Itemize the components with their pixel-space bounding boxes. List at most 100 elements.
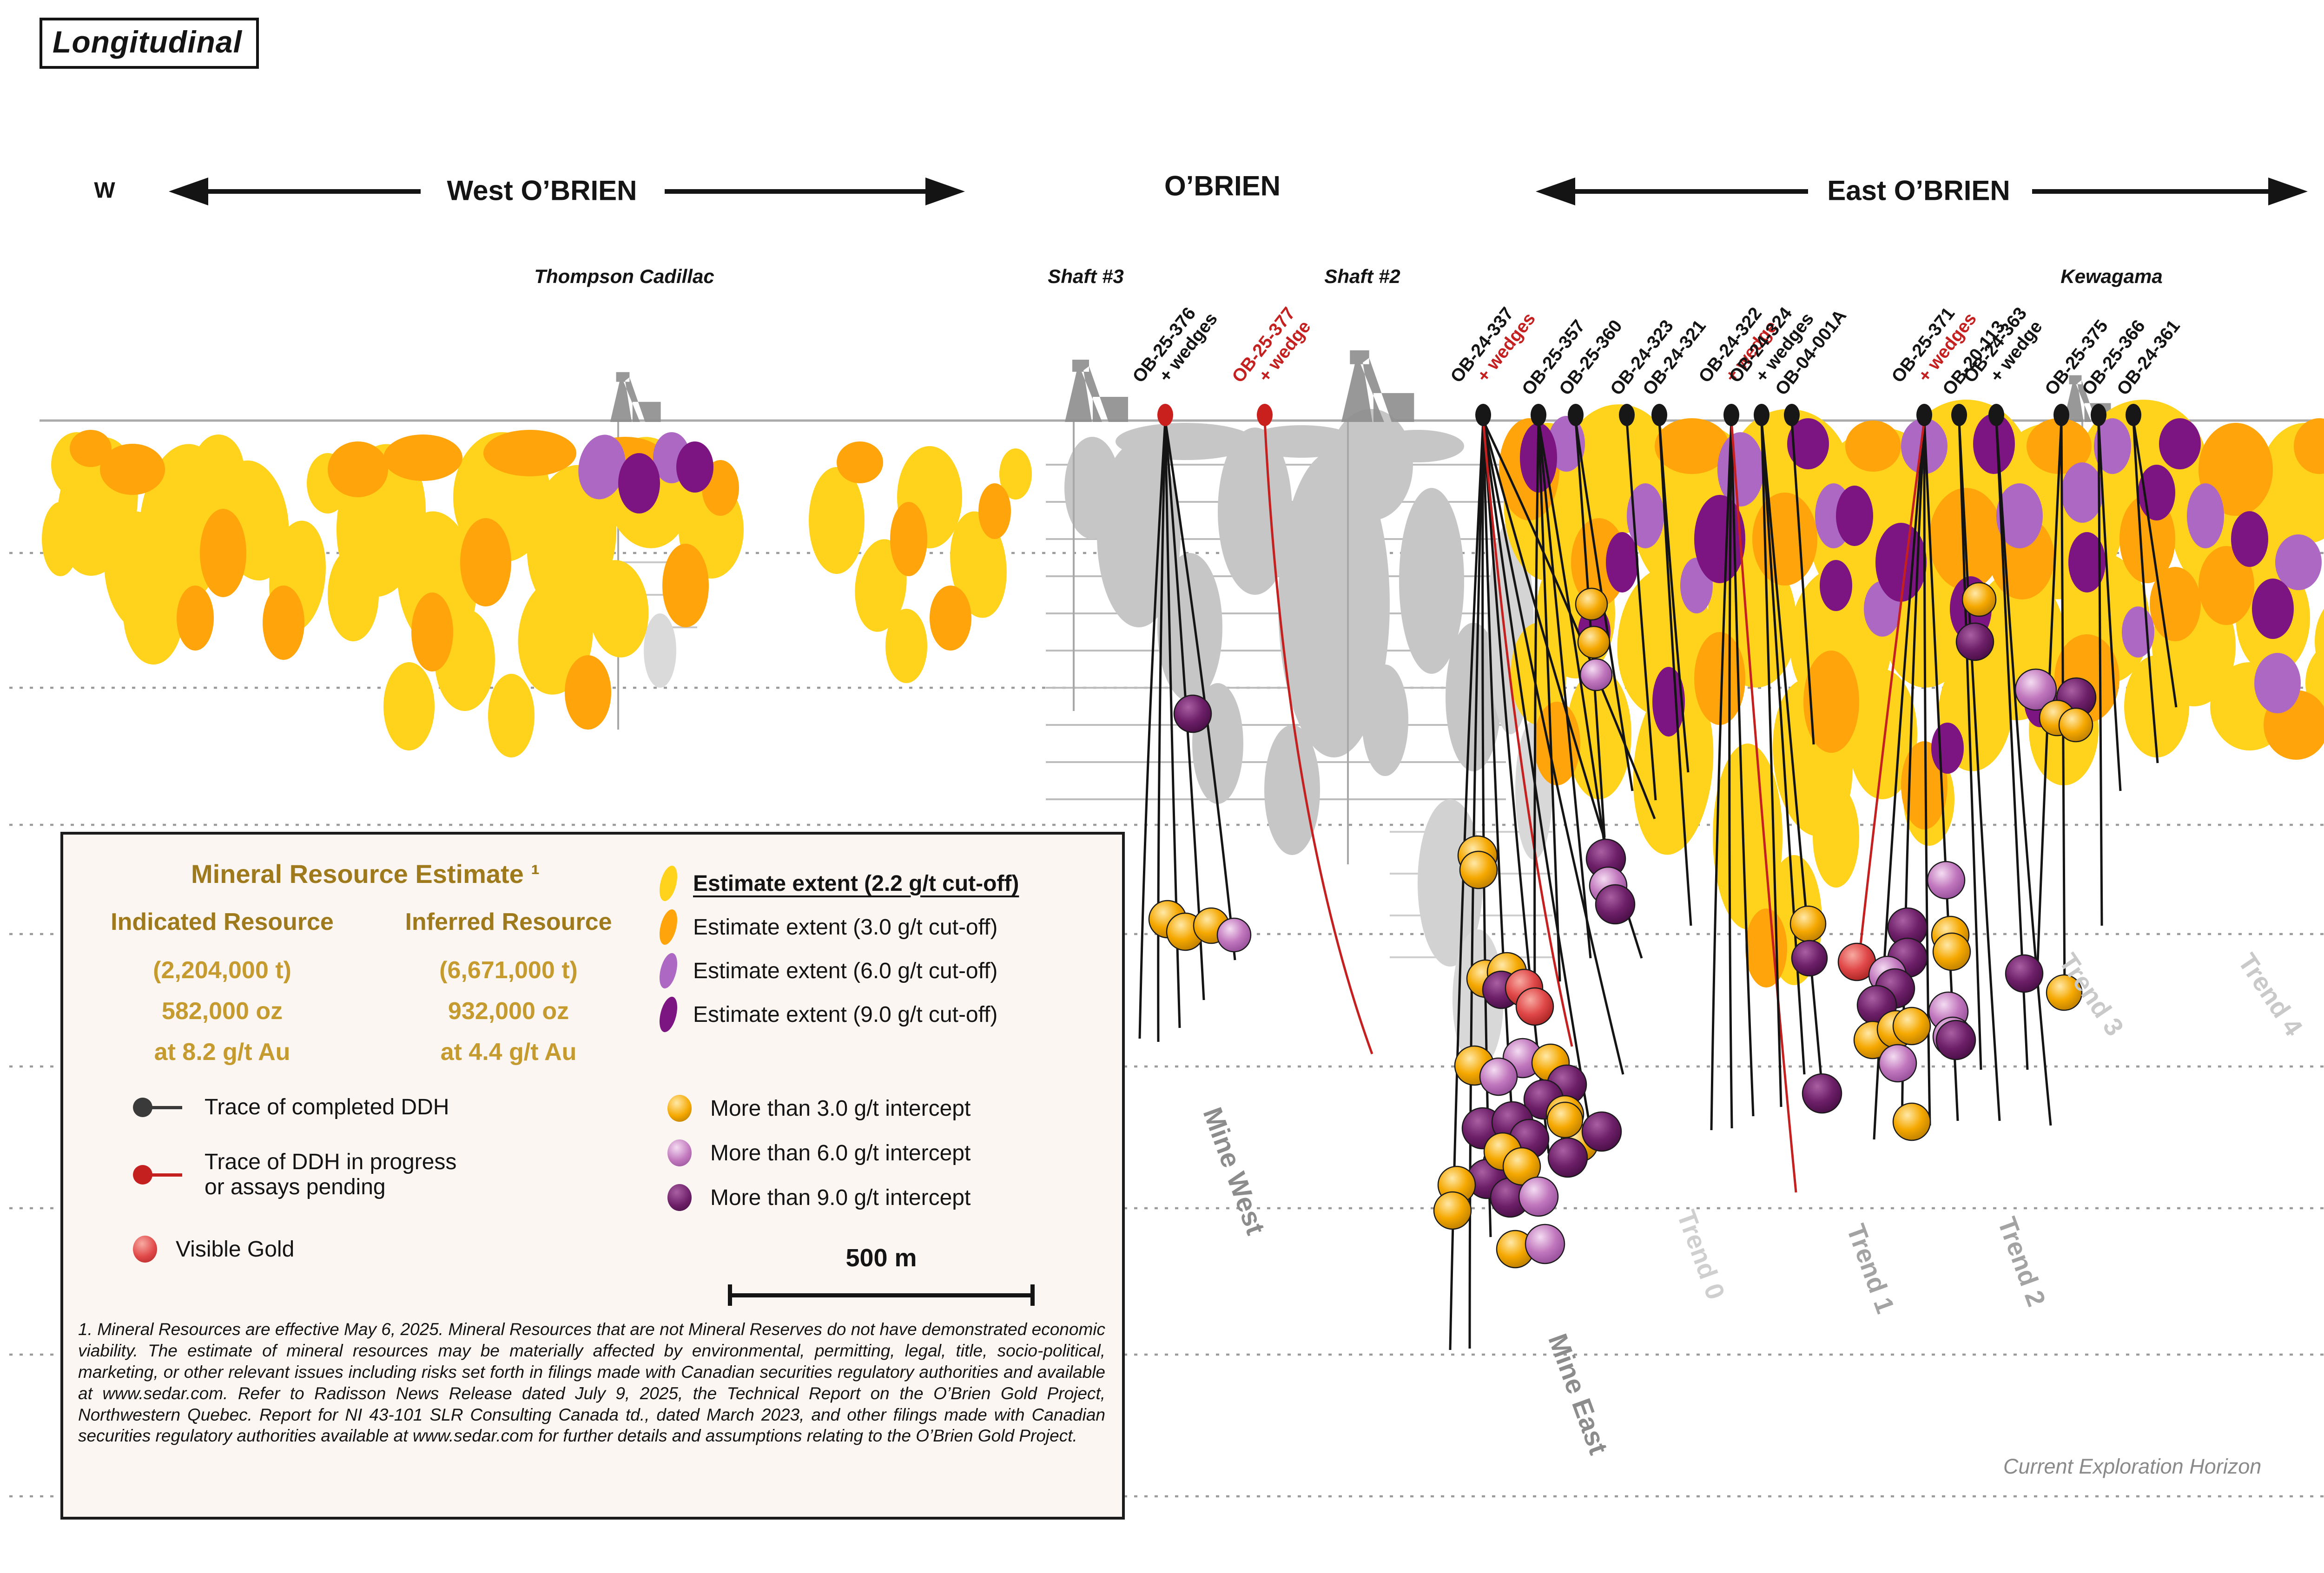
extent-label: Estimate extent (9.0 g/t cut-off) bbox=[693, 1002, 998, 1027]
intercept-ball-gold bbox=[1502, 1147, 1541, 1186]
intercept-ball-gold bbox=[1961, 582, 1997, 617]
drill-collar-dot bbox=[1916, 404, 1932, 426]
drill-trace-in-progress bbox=[1857, 420, 1926, 966]
mine-workings-blob bbox=[1362, 665, 1408, 776]
intercept-row-2: More than 9.0 g/t intercept bbox=[667, 1184, 971, 1211]
drill-collar-dot bbox=[1619, 404, 1635, 426]
location-label-2: Shaft #2 bbox=[1324, 265, 1400, 287]
drill-trace bbox=[1790, 420, 1815, 745]
mine-workings-blob bbox=[1371, 430, 1464, 462]
estimate-blob-light_purple bbox=[1717, 432, 1764, 507]
drill-trace bbox=[1533, 420, 1540, 1005]
intercept-label: More than 9.0 g/t intercept bbox=[710, 1185, 971, 1210]
figure-title-box: Longitudinal bbox=[40, 18, 259, 69]
estimate-blob-orange bbox=[1845, 421, 1901, 472]
drill-trace bbox=[1760, 420, 1824, 1098]
drill-collar-dot bbox=[1257, 404, 1273, 426]
extent-row-1: Estimate extent (3.0 g/t cut-off) bbox=[656, 905, 1019, 949]
drill-trace bbox=[2132, 420, 2178, 708]
estimate-blob-yellow bbox=[999, 448, 1032, 500]
intercept-ball-dark bbox=[1173, 694, 1212, 733]
estimate-blob-orange bbox=[890, 502, 927, 576]
estimate-blob-orange bbox=[1745, 908, 1787, 987]
drill-collar-dot bbox=[2091, 404, 2106, 426]
intercept-row-1: More than 6.0 g/t intercept bbox=[667, 1139, 971, 1166]
mre-ounces: 932,000 oz bbox=[448, 998, 569, 1025]
estimate-blob-orange bbox=[460, 518, 511, 606]
compass-west: W bbox=[94, 178, 115, 203]
mine-workings-blob bbox=[1278, 451, 1390, 757]
mine-workings-blob bbox=[644, 613, 676, 688]
estimate-blob-dark_purple bbox=[1694, 495, 1745, 583]
estimate-blob-yellow bbox=[1813, 785, 1859, 888]
drill-trace bbox=[2097, 420, 2122, 791]
estimate-blob-orange bbox=[837, 441, 883, 483]
drill-trace bbox=[1710, 420, 1733, 1131]
intercept-ball-pink bbox=[1579, 658, 1613, 691]
estimate-blob-dark_purple bbox=[1787, 418, 1829, 469]
estimate-blob-light_purple bbox=[2061, 462, 2103, 523]
location-label-1: Shaft #3 bbox=[1048, 265, 1124, 287]
arrowhead-right-icon bbox=[2268, 178, 2308, 205]
drill-trace bbox=[1658, 420, 1692, 926]
mre-header: Inferred Resource bbox=[405, 908, 612, 935]
drill-collar-dot bbox=[1475, 404, 1491, 426]
estimate-blob-dark_purple bbox=[676, 441, 713, 493]
intercept-ball-dark bbox=[2005, 954, 2044, 993]
extent-row-3: Estimate extent (9.0 g/t cut-off) bbox=[656, 993, 1019, 1036]
section-label-1: O’BRIEN bbox=[1155, 170, 1289, 202]
drill-collar-dot bbox=[2126, 404, 2141, 426]
estimate-blob-light_purple bbox=[2275, 534, 2322, 590]
intercept-ball-gold bbox=[1932, 932, 1971, 971]
estimate-blob-dark_purple bbox=[1931, 723, 1964, 774]
intercept-ball-gold bbox=[1433, 1191, 1472, 1230]
intercept-ball-dark bbox=[1581, 1111, 1622, 1152]
arrowhead-left-icon bbox=[1536, 178, 1575, 205]
estimate-blob-orange bbox=[200, 509, 246, 597]
scale-bar-rule bbox=[728, 1293, 1035, 1297]
estimate-blob-dark_purple bbox=[2252, 579, 2294, 639]
intercept-ball-icon-dark bbox=[667, 1184, 692, 1211]
estimate-blob-dark_purple bbox=[618, 453, 660, 513]
mre-tonnes: (2,204,000 t) bbox=[153, 957, 291, 984]
intercept-ball-dark bbox=[1595, 884, 1636, 925]
ddh-in-progress-icon bbox=[133, 1164, 184, 1185]
estimate-blob-dark_purple bbox=[2068, 532, 2106, 592]
intercept-ball-pink bbox=[1216, 917, 1252, 953]
drill-collar-dot bbox=[1531, 404, 1546, 426]
trace-legend-rows: Trace of completed DDH Trace of DDH in pr… bbox=[133, 1095, 456, 1263]
drill-collar-dot bbox=[1784, 404, 1800, 426]
intercept-ball-gold bbox=[1892, 1102, 1931, 1141]
estimate-blob-yellow bbox=[328, 548, 379, 641]
estimate-blob-orange bbox=[483, 430, 576, 476]
drill-trace bbox=[1157, 420, 1167, 1042]
arrowhead-right-icon bbox=[925, 178, 965, 205]
estimate-blob-orange bbox=[100, 444, 165, 495]
section-label-0: West O’BRIEN bbox=[438, 174, 646, 207]
mre-columns: Indicated Resource (2,204,000 t) 582,000 o… bbox=[82, 908, 649, 1079]
estimate-blob-yellow bbox=[383, 662, 435, 750]
intercept-ball-gold bbox=[2046, 974, 2083, 1011]
drill-trace bbox=[1164, 420, 1236, 961]
scale-bar-tick-left bbox=[728, 1284, 732, 1306]
mre-grade: at 8.2 g/t Au bbox=[154, 1039, 290, 1066]
mine-workings-blob bbox=[1116, 423, 1255, 460]
headframe-icon bbox=[1341, 350, 1414, 422]
drill-trace bbox=[1995, 420, 2052, 1126]
estimate-blob-yellow bbox=[1633, 678, 1714, 855]
estimate-blob-light_purple bbox=[2254, 653, 2301, 713]
intercept-ball-gold bbox=[1789, 905, 1827, 942]
scale-bar-tick-right bbox=[1030, 1284, 1035, 1306]
intercept-ball-gold bbox=[1575, 587, 1608, 621]
estimate-blob-yellow bbox=[855, 539, 907, 632]
estimate-blob-orange bbox=[978, 483, 1011, 539]
drill-trace bbox=[1138, 420, 1167, 1039]
arrowhead-left-icon bbox=[169, 178, 208, 205]
drill-trace bbox=[1728, 420, 1733, 1129]
intercept-ball-pink bbox=[1525, 1224, 1565, 1264]
drill-trace-in-progress bbox=[1263, 420, 1373, 1054]
figure-title: Longitudinal bbox=[53, 25, 242, 59]
trace-line bbox=[151, 1106, 182, 1109]
drill-trace bbox=[2132, 420, 2159, 763]
estimate-blob-light_purple bbox=[2187, 483, 2224, 548]
